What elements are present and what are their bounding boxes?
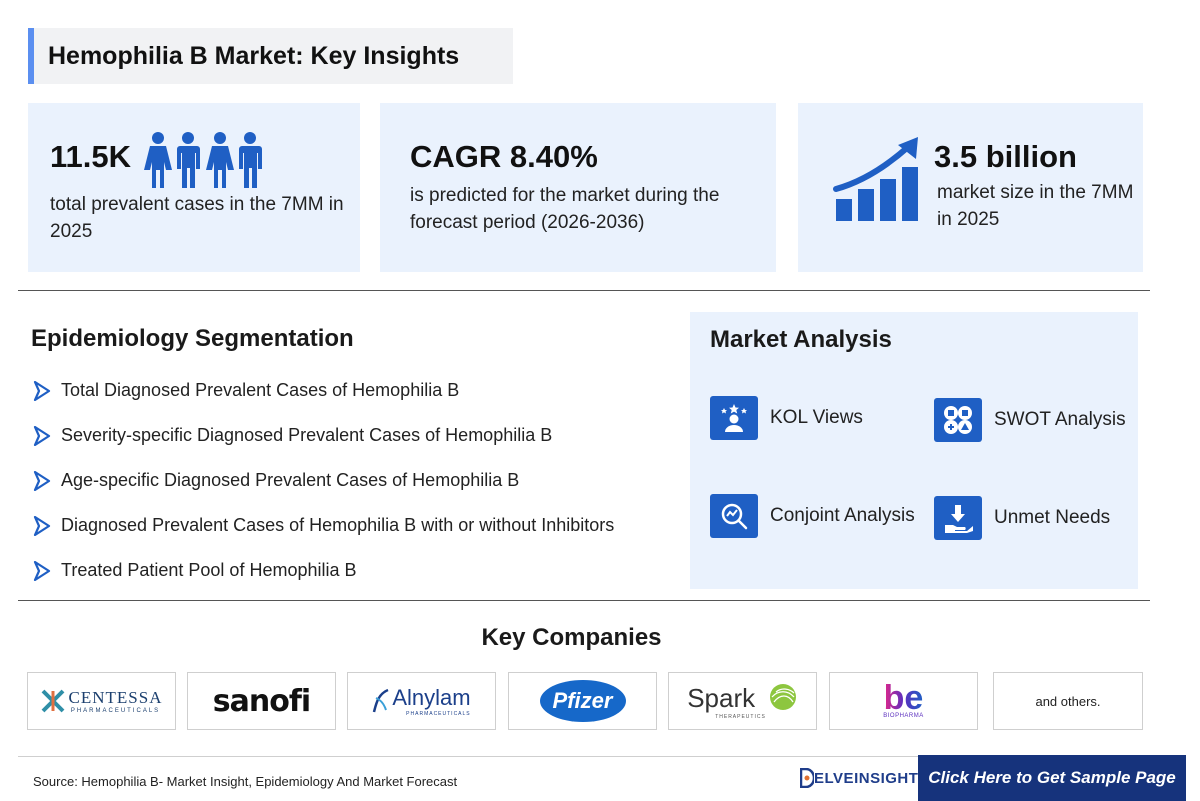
delveinsight-mark-icon (800, 768, 814, 788)
list-item-label: Total Diagnosed Prevalent Cases of Hemop… (61, 380, 460, 400)
stat-desc-market-size: market size in the 7MM in 2025 (937, 182, 1134, 230)
list-item: Severity-specific Diagnosed Prevalent Ca… (33, 413, 614, 458)
divider-middle (18, 600, 1150, 601)
logo-centessa: CENTESSA PHARMACEUTICALS (27, 672, 176, 730)
list-item-label: Diagnosed Prevalent Cases of Hemophilia … (61, 515, 615, 535)
page-title: Hemophilia B Market: Key Insights (48, 41, 460, 70)
logo-be-biopharma: be BIOPHARMA (829, 672, 978, 730)
market-analysis-swot: SWOT Analysis (934, 398, 1126, 442)
stat-card-market-size: 3.5 billion market size in the 7MM in 20… (798, 103, 1143, 272)
logo-alnylam: Alnylam PHARMACEUTICALS (347, 672, 496, 730)
epidemiology-title: Epidemiology Segmentation (31, 325, 354, 352)
stat-card-cases: 11.5K total prevalent cases in the 7MM i… (28, 103, 360, 272)
market-analysis-label: Conjoint Analysis (770, 505, 915, 526)
key-companies-title: Key Companies (481, 624, 662, 651)
alnylam-mark-icon (373, 688, 389, 713)
logo-name: CENTESSA (68, 688, 163, 707)
market-analysis-conjoint: Conjoint Analysis (710, 494, 915, 538)
others-label: and others. (1035, 693, 1101, 709)
chevron-right-icon (33, 470, 51, 491)
logo-sanofi: sanofi (187, 672, 336, 730)
list-item: Diagnosed Prevalent Cases of Hemophilia … (33, 503, 614, 548)
logo-sub: THERAPEUTICS (715, 713, 766, 720)
stat-value-market-size: 3.5 billion (934, 139, 1077, 174)
logo-sub: PHARMACEUTICALS (406, 711, 471, 717)
unmet-needs-icon (934, 496, 982, 540)
logo-spark: Spark THERAPEUTICS (668, 672, 817, 730)
market-analysis-kol: KOL Views (710, 396, 863, 440)
logo-name: be (883, 679, 924, 717)
sample-page-button[interactable]: Click Here to Get Sample Page (918, 755, 1186, 801)
list-item-label: Severity-specific Diagnosed Prevalent Ca… (61, 425, 553, 445)
stat-card-cagr: CAGR 8.40% is predicted for the market d… (380, 103, 776, 272)
list-item-label: Age-specific Diagnosed Prevalent Cases o… (61, 470, 520, 490)
chevron-right-icon (33, 425, 51, 446)
stat-value-cagr: CAGR 8.40% (410, 139, 598, 174)
spark-burst-icon (769, 684, 796, 710)
market-analysis-panel: Market Analysis KOL Views SWOT Ana (690, 312, 1138, 589)
delveinsight-logo: ELVEINSIGHT (800, 768, 918, 788)
logo-name: sanofi (212, 683, 311, 719)
divider-footer (18, 756, 918, 757)
chevron-right-icon (33, 560, 51, 581)
market-analysis-unmet: Unmet Needs (934, 496, 1110, 540)
stat-desc-cases: total prevalent cases in the 7MM in 2025 (50, 194, 344, 242)
market-analysis-label: SWOT Analysis (994, 409, 1126, 430)
title-bar: Hemophilia B Market: Key Insights (28, 28, 513, 84)
logo-sub: PHARMACEUTICALS (70, 708, 161, 714)
logo-sub: BIOPHARMA (883, 713, 924, 719)
logo-others: and others. (993, 672, 1143, 730)
list-item: Age-specific Diagnosed Prevalent Cases o… (33, 458, 614, 503)
growth-chart-icon (833, 137, 918, 221)
conjoint-icon (710, 494, 758, 538)
kol-icon (710, 396, 758, 440)
swot-icon (934, 398, 982, 442)
stat-value-cases: 11.5K (50, 139, 132, 174)
chevron-right-icon (33, 515, 51, 536)
list-item: Treated Patient Pool of Hemophilia B (33, 548, 614, 593)
list-item-label: Treated Patient Pool of Hemophilia B (61, 560, 357, 580)
logo-name: Alnylam (392, 685, 471, 710)
divider-top (18, 290, 1150, 291)
centessa-mark-icon (41, 689, 64, 713)
logo-name: Spark (687, 682, 756, 713)
brand-name: ELVEINSIGHT (814, 769, 919, 787)
market-analysis-label: Unmet Needs (994, 507, 1111, 528)
source-text: Source: Hemophilia B- Market Insight, Ep… (33, 774, 458, 789)
list-item: Total Diagnosed Prevalent Cases of Hemop… (33, 368, 614, 413)
chevron-right-icon (33, 380, 51, 401)
market-analysis-label: KOL Views (770, 407, 863, 428)
logo-name: Pfizer (552, 688, 613, 713)
market-analysis-title: Market Analysis (710, 326, 892, 353)
stat-desc-cagr: is predicted for the market during the f… (410, 185, 720, 233)
epidemiology-list: Total Diagnosed Prevalent Cases of Hemop… (33, 368, 614, 593)
logo-pfizer: Pfizer (508, 672, 657, 730)
people-icon (144, 132, 262, 188)
